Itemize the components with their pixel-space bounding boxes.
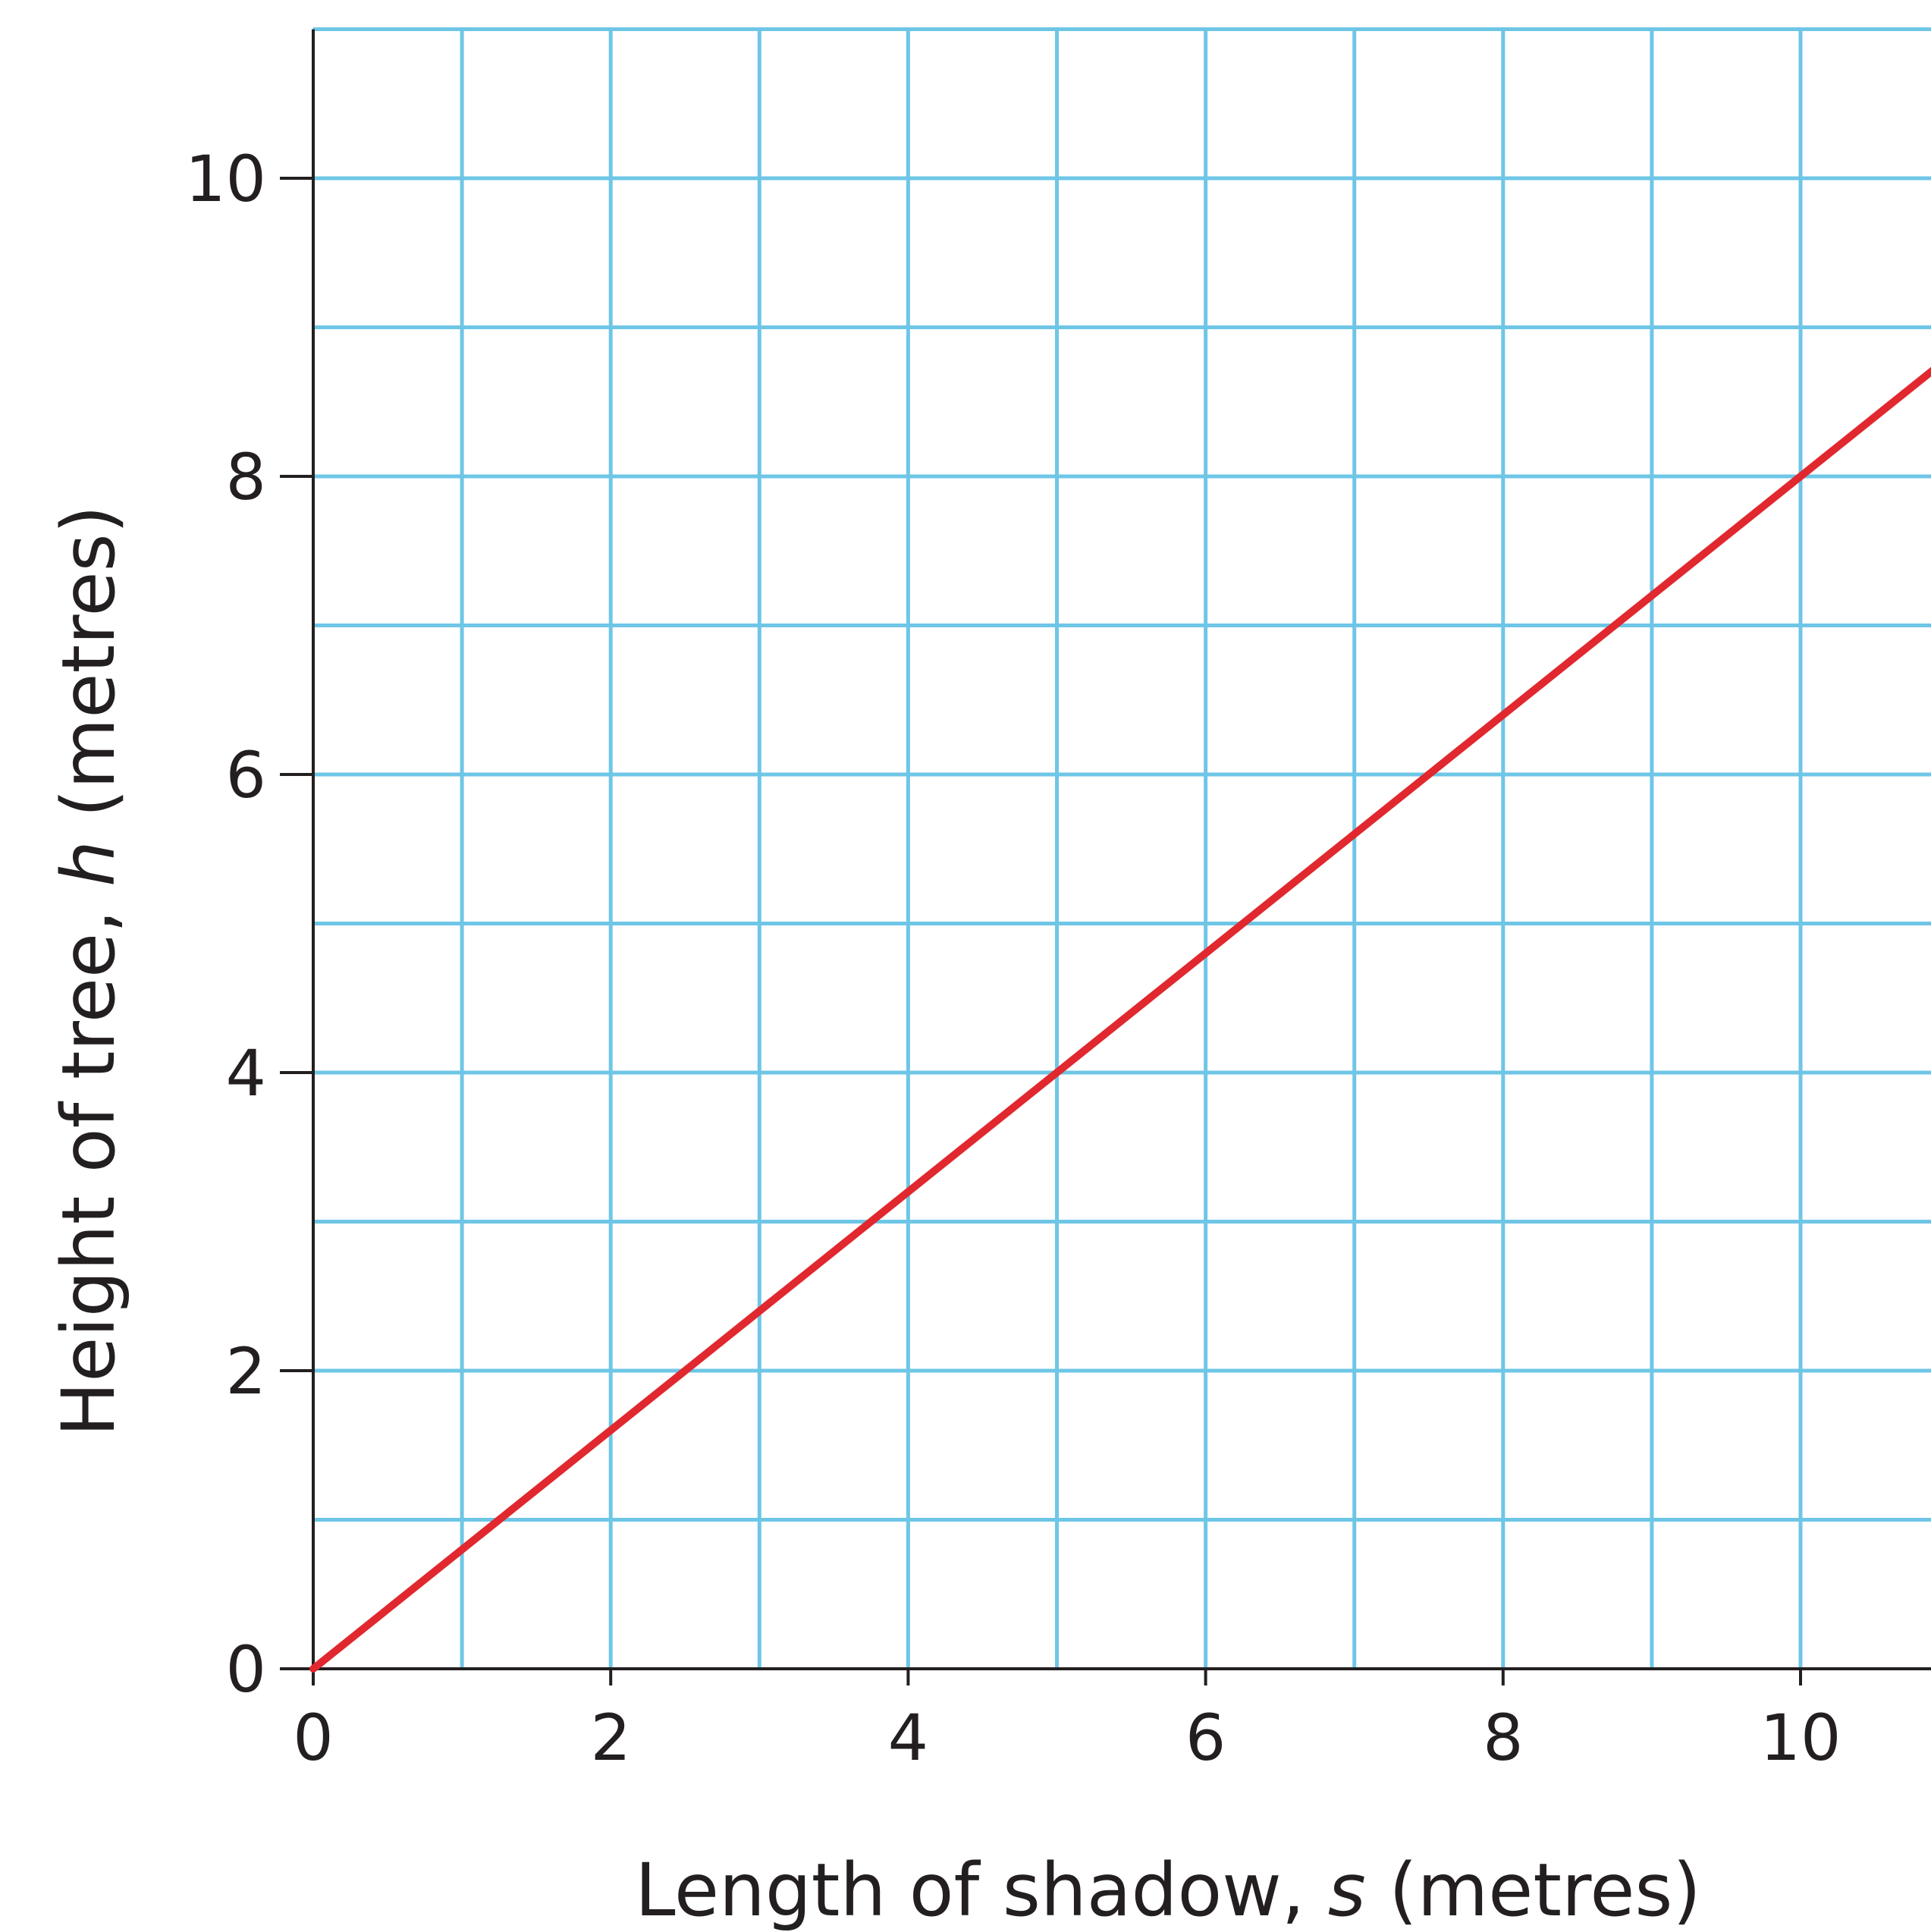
y-tick-label: 10 <box>185 142 266 216</box>
y-tick-label: 0 <box>226 1632 266 1707</box>
x-tick-label: 4 <box>888 1701 928 1775</box>
y-tick-label: 8 <box>226 440 266 514</box>
x-tick-label: 10 <box>1760 1701 1842 1775</box>
axes <box>280 29 1931 1685</box>
series <box>309 366 1931 1673</box>
x-tick-label: 8 <box>1483 1701 1523 1775</box>
y-tick-label: 6 <box>226 738 266 812</box>
x-axis-title: Length of shadow, s (metres) <box>635 1848 1701 1932</box>
labels: 0 2 4 6 8 10 0 2 4 6 8 10 <box>185 142 1841 1775</box>
y-tick-label: 4 <box>226 1036 266 1111</box>
grid <box>313 27 1931 1669</box>
x-tick-label: 2 <box>590 1701 630 1775</box>
series-line <box>309 366 1931 1673</box>
x-tick-label: 6 <box>1185 1701 1226 1775</box>
y-tick-label: 2 <box>226 1334 266 1409</box>
y-axis-title: Height of tree, h (metres) <box>46 505 131 1437</box>
x-tick-label: 0 <box>293 1701 333 1775</box>
